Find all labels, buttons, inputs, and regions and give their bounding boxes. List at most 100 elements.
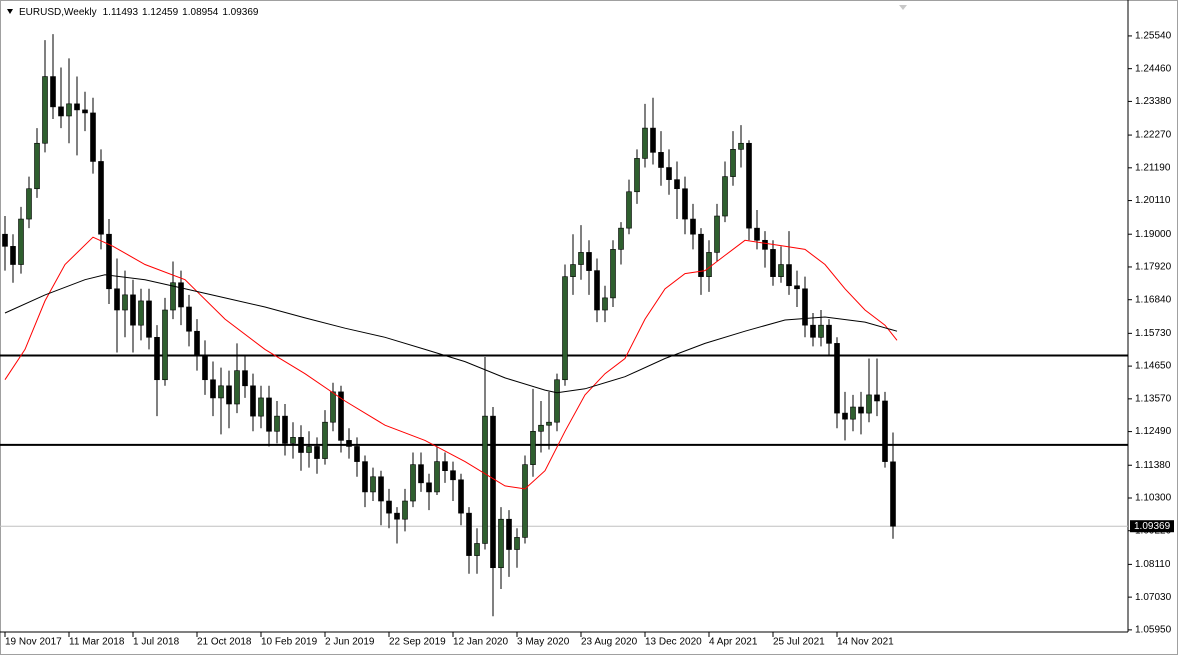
candle-body: [698, 233, 704, 277]
candle-body: [818, 324, 824, 338]
candle-body: [786, 264, 792, 287]
x-tick-label: 3 May 2020: [517, 637, 570, 648]
candle-body: [850, 406, 856, 420]
candle-body: [106, 233, 112, 290]
candle-body: [330, 391, 336, 423]
y-tick-label: 1.17920: [1135, 262, 1172, 273]
candle-body: [594, 270, 600, 311]
candle-body: [490, 415, 496, 569]
y-tick-label: 1.19000: [1135, 229, 1172, 240]
moving-average: [4, 274, 898, 394]
candle-body: [546, 421, 552, 426]
candle-body: [434, 461, 440, 493]
candle-body: [394, 512, 400, 520]
candle-body: [42, 76, 48, 144]
candle-body: [138, 300, 144, 326]
candle-body: [314, 446, 320, 459]
candle-body: [18, 218, 24, 265]
candle-body: [154, 336, 160, 381]
candle-body: [194, 330, 200, 356]
candle-body: [362, 461, 368, 493]
x-tick-label: 14 Nov 2021: [837, 637, 894, 648]
candle-body: [122, 294, 128, 311]
candle-body: [570, 264, 576, 277]
candle-body: [810, 324, 816, 338]
x-tick-label: 10 Feb 2019: [261, 637, 318, 648]
candle-body: [2, 233, 8, 247]
candle-body: [650, 127, 656, 153]
candle-body: [746, 142, 752, 229]
candle-body: [682, 188, 688, 220]
candle-body: [834, 343, 840, 414]
candle-body: [410, 464, 416, 502]
candle-body: [74, 103, 80, 111]
candle-body: [690, 218, 696, 235]
header: EURUSD,Weekly 1.11493 1.12459 1.08954 1.0936…: [19, 7, 259, 18]
candle-body: [538, 424, 544, 432]
candle-body: [754, 227, 760, 241]
candle-body: [226, 385, 232, 405]
candle-body: [466, 512, 472, 556]
candle-body: [458, 479, 464, 514]
y-tick-label: 1.16840: [1135, 294, 1172, 305]
candle-body: [418, 464, 424, 484]
candle-body: [714, 215, 720, 253]
y-tick-label: 1.08110: [1135, 559, 1171, 570]
candle-body: [258, 397, 264, 417]
candle-body: [202, 355, 208, 381]
candle-body: [530, 430, 536, 465]
candle-body: [882, 400, 888, 462]
x-tick-label: 19 Nov 2017: [5, 637, 62, 648]
y-tick-label: 1.22270: [1135, 130, 1172, 141]
y-tick-label: 1.15730: [1135, 328, 1172, 339]
x-tick-label: 22 Sep 2019: [389, 637, 446, 648]
x-tick-label: 13 Dec 2020: [645, 637, 702, 648]
candle-body: [50, 76, 56, 108]
candle-body: [778, 264, 784, 277]
candle-body: [586, 252, 592, 271]
candle-body: [266, 397, 272, 432]
candle-body: [506, 518, 512, 550]
y-tick-label: 1.24460: [1135, 63, 1172, 74]
y-tick-label: 1.07030: [1135, 592, 1172, 603]
candle-body: [674, 179, 680, 190]
x-tick-label: 11 Mar 2018: [69, 637, 125, 648]
y-tick-label: 1.14650: [1135, 361, 1172, 372]
candle-body: [642, 127, 648, 159]
price-label-box: [1130, 520, 1174, 533]
candle-body: [578, 252, 584, 265]
candle-body: [770, 249, 776, 277]
candle-body: [554, 379, 560, 423]
candle-body: [514, 537, 520, 550]
candle-body: [450, 470, 456, 481]
x-tick-label: 23 Aug 2020: [581, 637, 638, 648]
candle-body: [306, 446, 312, 453]
candle-body: [426, 482, 432, 493]
y-tick-label: 1.23380: [1135, 96, 1172, 107]
candle-body: [290, 437, 296, 444]
candle-body: [802, 288, 808, 326]
candle-body: [170, 282, 176, 311]
moving-average: [4, 236, 898, 490]
candle-body: [274, 415, 280, 432]
candle-body: [794, 285, 800, 290]
candle-body: [730, 149, 736, 177]
shift-marker: [899, 5, 907, 10]
candle-body: [370, 476, 376, 493]
candle-body: [66, 103, 72, 117]
price-label: 1.09369: [1134, 521, 1171, 532]
x-tick-label: 12 Jan 2020: [453, 637, 508, 648]
y-tick-label: 1.12490: [1135, 426, 1172, 437]
candle-body: [58, 106, 64, 117]
candle-body: [162, 309, 168, 381]
candle-body: [762, 239, 768, 250]
x-tick-label: 2 Jun 2019: [325, 637, 375, 648]
x-tick-label: 21 Oct 2018: [197, 637, 252, 648]
candle-body: [866, 394, 872, 414]
candle-body: [130, 294, 136, 326]
candle-body: [218, 385, 224, 399]
candle-body: [322, 421, 328, 459]
candle-body: [346, 440, 352, 447]
